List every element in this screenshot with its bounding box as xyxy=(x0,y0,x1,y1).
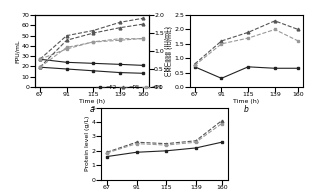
=P1 xyxy=(273,28,277,31)
=F2 xyxy=(38,58,42,60)
=P5 xyxy=(135,141,138,143)
X-axis label: Time (h): Time (h) xyxy=(79,99,105,104)
=F2 xyxy=(164,150,168,152)
Line: =F2: =F2 xyxy=(106,141,223,158)
Line: =P1: =P1 xyxy=(106,122,223,154)
=P1 xyxy=(220,43,223,45)
=P5 xyxy=(220,40,223,42)
=P1 xyxy=(142,38,145,40)
=P1 xyxy=(246,37,250,39)
=F2 xyxy=(193,66,197,68)
=F2 xyxy=(118,63,122,66)
=P1 xyxy=(296,40,300,42)
=P1 xyxy=(91,41,95,43)
Line: =P5: =P5 xyxy=(193,19,300,65)
Y-axis label: CMCase (IU/mL): CMCase (IU/mL) xyxy=(165,26,170,76)
=P5 xyxy=(164,143,168,145)
=P1 xyxy=(38,58,42,60)
Y-axis label: Protein level (g/L): Protein level (g/L) xyxy=(85,116,90,171)
Line: =P5: =P5 xyxy=(106,119,223,154)
=F2 xyxy=(194,147,198,149)
Line: =F2: =F2 xyxy=(39,58,145,67)
=F2 xyxy=(105,155,109,158)
Legend: =F2, =P5, =P1: =F2, =P5, =P1 xyxy=(94,83,165,93)
=P5 xyxy=(296,28,300,31)
=F2 xyxy=(296,67,300,69)
=P1 xyxy=(135,143,138,145)
=F2 xyxy=(142,64,145,67)
X-axis label: Time (h): Time (h) xyxy=(234,99,259,104)
=F2 xyxy=(135,151,138,153)
=P1 xyxy=(220,122,224,125)
=P5 xyxy=(142,17,145,19)
=P5 xyxy=(246,31,250,33)
=P1 xyxy=(118,38,122,40)
=P5 xyxy=(91,29,95,32)
Text: a: a xyxy=(89,105,94,114)
Text: b: b xyxy=(244,105,249,114)
=P5 xyxy=(118,21,122,23)
=P5 xyxy=(193,63,197,65)
=P1 xyxy=(105,152,109,154)
=F2 xyxy=(246,66,250,68)
Line: =P1: =P1 xyxy=(39,37,145,61)
=P5 xyxy=(65,35,69,37)
=F2 xyxy=(65,61,69,64)
=P1 xyxy=(193,64,197,67)
Line: =F2: =F2 xyxy=(193,65,300,80)
Line: =P5: =P5 xyxy=(39,17,145,61)
Y-axis label: FPU/mL: FPU/mL xyxy=(15,39,20,63)
=F2 xyxy=(220,141,224,143)
=P5 xyxy=(273,20,277,22)
=F2 xyxy=(273,67,277,69)
Y-axis label: CMCase (IU/mL): CMCase (IU/mL) xyxy=(168,26,173,76)
=P5 xyxy=(38,58,42,60)
=F2 xyxy=(91,62,95,64)
=F2 xyxy=(220,77,223,79)
Line: =P1: =P1 xyxy=(193,28,300,67)
=P1 xyxy=(164,144,168,146)
=P1 xyxy=(65,48,69,50)
=P5 xyxy=(194,140,198,142)
=P1 xyxy=(194,141,198,143)
=P5 xyxy=(105,151,109,153)
=P5 xyxy=(220,119,224,122)
